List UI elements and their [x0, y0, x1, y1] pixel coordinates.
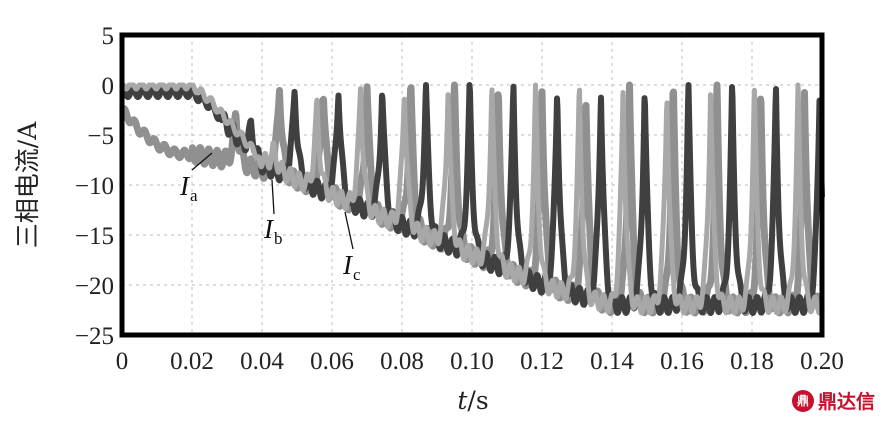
y-tick-label: −15	[75, 223, 114, 250]
x-tick-label: 0.08	[380, 348, 424, 375]
x-axis-label: t/s	[457, 386, 488, 415]
y-tick-label: −25	[75, 323, 114, 350]
x-tick-label: 0.14	[590, 348, 634, 375]
annotation-leader-a	[191, 152, 213, 171]
plot-frame	[119, 32, 825, 338]
annotation-label-b: Ib	[263, 214, 283, 248]
annotation-label-a: Ia	[179, 171, 198, 205]
watermark: 鼎 鼎达信	[791, 387, 875, 414]
series-b	[119, 82, 825, 316]
y-tick-label: −5	[87, 123, 114, 150]
x-tick-label: 0.06	[310, 348, 354, 375]
x-tick-label: 0.10	[450, 348, 494, 375]
y-tick-label: 5	[102, 23, 115, 50]
y-tick-label: −10	[75, 173, 114, 200]
trace-c	[120, 82, 825, 316]
annotation-leader-c	[344, 211, 354, 250]
series-c	[120, 82, 825, 316]
watermark-text: 鼎达信	[817, 391, 875, 413]
series-annotations: Ia Ib Ic	[179, 152, 361, 284]
current-traces	[119, 81, 825, 317]
y-tick-label: −20	[75, 273, 114, 300]
x-tick-label: 0.04	[240, 348, 284, 375]
x-tick-label: 0.12	[520, 348, 564, 375]
x-tick-label: 0.18	[730, 348, 774, 375]
y-axis-label: 三相电流/A	[13, 121, 42, 248]
x-tick-label: 0.20	[800, 348, 844, 375]
x-tick-label: 0.02	[170, 348, 214, 375]
trace-b	[119, 82, 825, 316]
annotation-label-c: Ic	[342, 250, 361, 284]
watermark-logo-icon: 鼎	[791, 389, 814, 412]
x-tick-label: 0	[116, 348, 129, 375]
y-tick-label: 0	[102, 73, 115, 100]
annotation-leader-b	[271, 179, 275, 215]
x-tick-label: 0.16	[660, 348, 704, 375]
axis-ticks: 0 0.02 0.04 0.06 0.08 0.10 0.12 0.14 0.16 0.18 0.2…	[75, 23, 844, 375]
